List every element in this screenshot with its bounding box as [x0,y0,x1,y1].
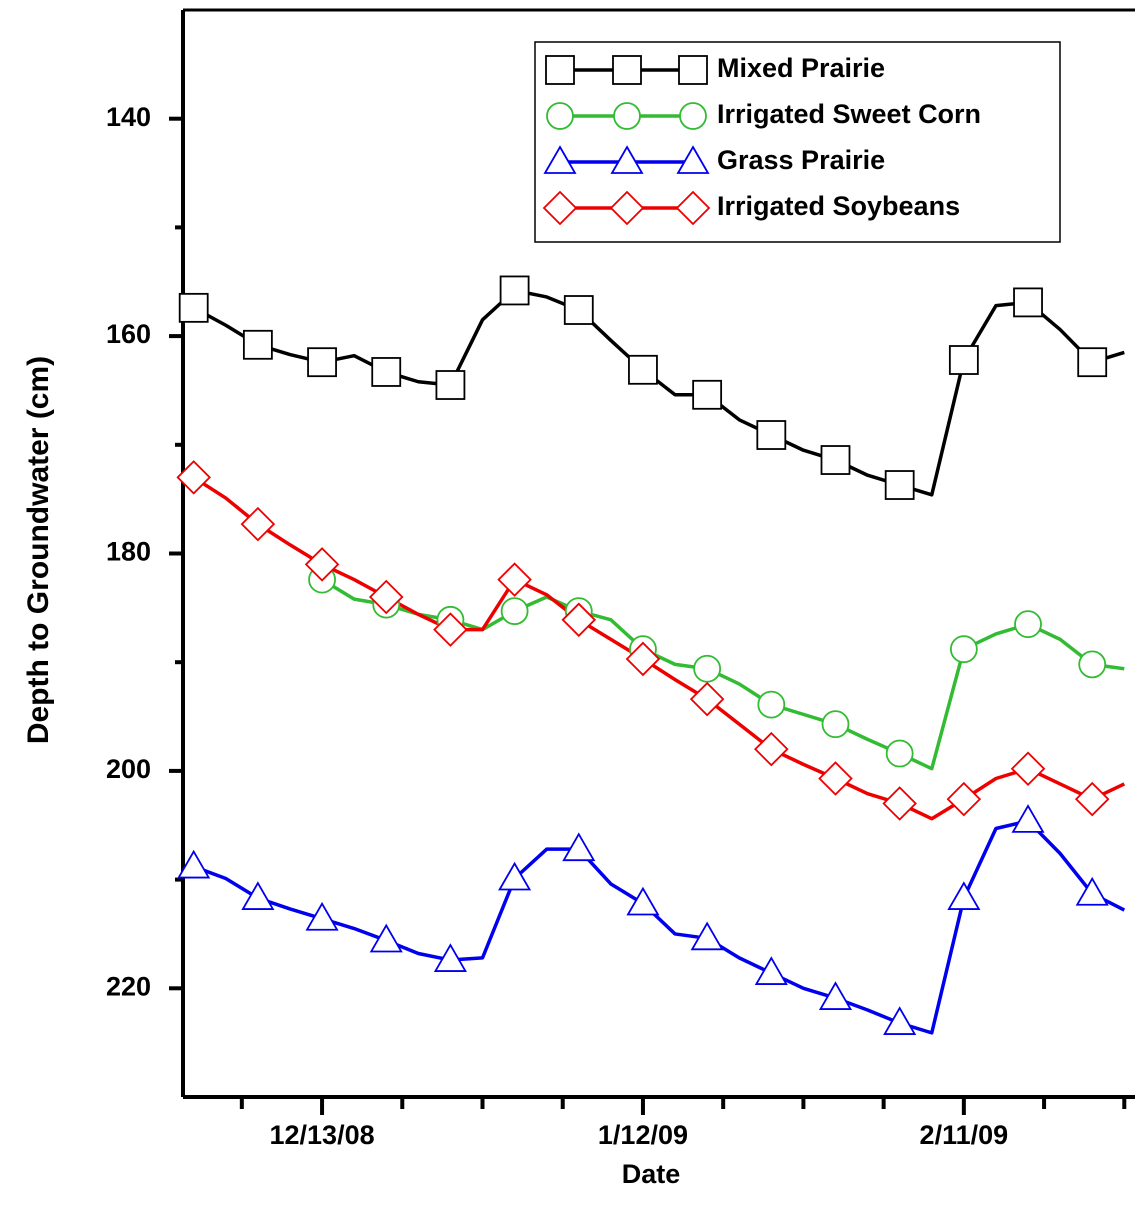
marker [305,901,339,931]
marker [371,357,402,387]
series-line [192,475,1126,821]
marker [690,921,724,951]
marker [756,420,787,450]
marker [176,460,211,495]
marker [884,470,915,500]
y-tick-label: 140 [106,102,151,132]
marker [883,1006,917,1035]
marker [678,55,708,85]
marker [609,190,645,226]
y-axis-label: Depth to Groundwater (cm) [22,356,55,744]
marker [818,761,853,796]
marker [675,190,711,226]
legend-label: Irrigated Sweet Corn [717,99,981,129]
marker [626,886,660,916]
marker [948,345,979,375]
marker [304,547,340,582]
marker [499,275,530,306]
series-line [193,819,1126,1035]
legend-label: Irrigated Soybeans [717,191,960,221]
legend: Mixed Prairie Irrigated Sweet Corn Grass P… [534,41,1061,243]
marker [947,881,981,910]
marker [545,55,575,85]
marker [178,292,209,323]
marker [1075,876,1109,906]
y-tick-label: 220 [106,971,151,1001]
x-tick-label: 12/13/08 [270,1120,375,1150]
marker [754,956,788,985]
marker [1010,751,1046,786]
marker [692,379,723,410]
marker [241,881,275,910]
marker [498,861,532,891]
marker [628,354,658,385]
marker [1014,610,1042,639]
marker [820,445,851,475]
marker [543,145,577,174]
marker [612,55,642,85]
marker [625,641,661,677]
x-tick-label: 2/11/09 [920,1120,1009,1150]
marker [885,739,914,768]
x-tick-label: 1/12/09 [598,1120,688,1150]
y-tick-label: 180 [106,537,151,567]
marker [610,145,644,174]
marker [676,145,710,174]
marker [1013,287,1043,318]
x-axis-label: Date [622,1159,681,1189]
series-line [321,578,1125,771]
marker [613,102,641,130]
marker [497,562,532,597]
marker [818,981,853,1010]
marker [882,786,917,821]
marker [240,506,276,542]
marker [561,602,597,638]
marker [546,102,574,130]
marker [433,612,468,647]
marker [177,849,211,879]
marker [754,731,789,767]
marker [369,923,403,953]
marker [307,347,337,378]
y-tick-label: 160 [106,319,151,349]
marker [821,710,850,739]
marker [949,635,978,664]
marker [242,329,273,360]
marker [1011,804,1045,833]
marker [946,781,982,817]
marker [1077,347,1108,378]
marker [693,654,722,683]
marker [563,295,594,325]
legend-label: Mixed Prairie [717,53,885,83]
marker [368,579,404,615]
marker [757,690,786,719]
legend-label: Grass Prairie [717,145,885,175]
marker [562,832,596,862]
marker [435,370,466,400]
marker [689,681,725,717]
series-line [192,288,1125,497]
y-tick-label: 200 [106,754,151,784]
marker [1074,781,1110,817]
marker [500,597,529,626]
marker [542,190,578,226]
marker [433,943,467,972]
marker [679,102,707,130]
marker [1078,650,1107,679]
